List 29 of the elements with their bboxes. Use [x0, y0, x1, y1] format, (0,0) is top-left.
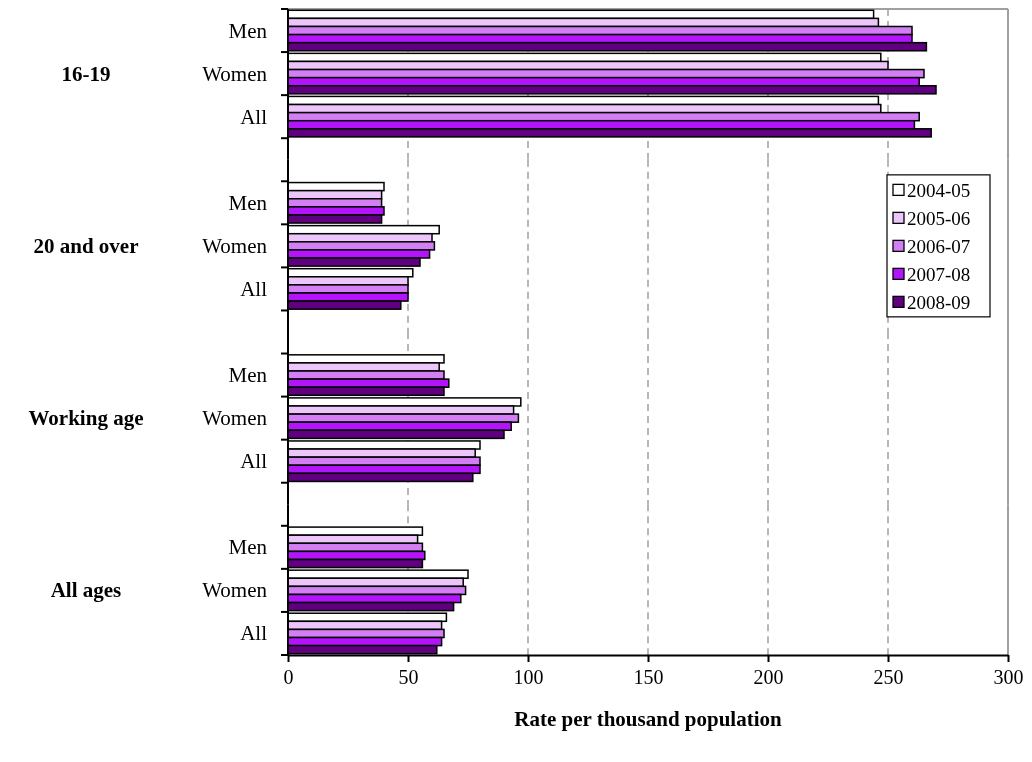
y-tick-label: Men [228, 18, 268, 43]
y-axis-title: All ages [50, 578, 122, 603]
y-tick-label: All [240, 276, 268, 301]
y-axis-title: 20 and over [33, 233, 139, 258]
y-axis-title: 16-19 [61, 61, 111, 86]
x-axis-title: Rate per thousand population [514, 707, 783, 731]
y-tick-label: All [240, 621, 268, 646]
x-tick-label: 100 [513, 666, 544, 689]
y-tick-label: All [240, 449, 268, 474]
y-tick-label: Women [202, 233, 268, 258]
x-tick-label: 50 [398, 666, 419, 689]
y-tick-label: All [240, 104, 268, 129]
legend-label: 2007-08 [907, 263, 971, 285]
x-tick-label: 300 [993, 666, 1024, 689]
x-tick-label: 0 [283, 666, 294, 689]
y-axis-title: Working age [28, 406, 144, 431]
legend-label: 2005-06 [907, 207, 971, 229]
y-tick-label: Men [228, 190, 268, 215]
legend-label: 2006-07 [907, 235, 971, 257]
x-tick-label: 150 [633, 666, 664, 689]
y-tick-label: Men [228, 363, 268, 388]
y-tick-label: Men [228, 535, 268, 560]
x-tick-label: 250 [873, 666, 904, 689]
y-tick-label: Women [202, 406, 268, 431]
legend-label: 2008-09 [907, 291, 971, 313]
x-tick-label: 200 [753, 666, 784, 689]
y-tick-label: Women [202, 61, 268, 86]
legend-label: 2004-05 [907, 179, 971, 201]
y-tick-label: Women [202, 578, 268, 603]
